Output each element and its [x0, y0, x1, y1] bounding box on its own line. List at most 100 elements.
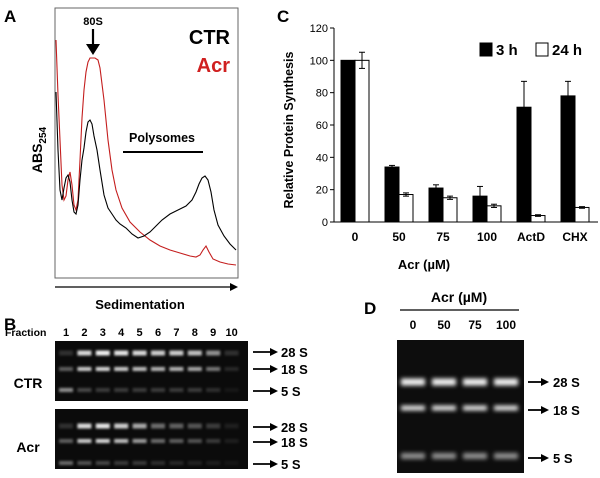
fraction-number: 4 — [118, 327, 125, 339]
gel-band — [206, 461, 221, 465]
gel-band — [151, 423, 165, 429]
acr-band-markers: 28 S 18 S 5 S — [253, 420, 308, 472]
gel-band — [95, 388, 110, 392]
lane-labels: 0 50 75 100 — [410, 318, 517, 332]
fraction-number: 1 — [63, 327, 69, 339]
panel-d-letter: D — [364, 299, 376, 318]
fraction-number: 3 — [100, 327, 106, 339]
gel-band — [59, 367, 73, 371]
legend-swatch — [535, 42, 549, 57]
bar-24h — [442, 197, 458, 223]
fraction-number: 8 — [192, 327, 198, 339]
fraction-number: 2 — [81, 327, 87, 339]
gel-band — [77, 423, 92, 429]
gel-band — [187, 423, 202, 429]
gel-band — [169, 439, 184, 443]
gel-band — [132, 461, 147, 465]
chart-x-axis-label: Acr (µM) — [398, 257, 450, 272]
x-tick-label: 100 — [477, 230, 497, 244]
bar-24h — [486, 205, 502, 223]
gel-band — [114, 423, 129, 429]
panel-a: A 80S Polysomes CTR Acr ABS254 Sedimenta… — [4, 7, 239, 312]
ctr-28s-label: 28 S — [281, 345, 308, 360]
arrow-icon — [270, 423, 278, 431]
gel-band — [59, 388, 73, 392]
bar-chart: 0 20 40 60 80 100 120 0 50 75 100 ActD CHX 3 h 24 h — [310, 23, 598, 244]
x-tick-label: 50 — [392, 230, 406, 244]
lane-label: 0 — [410, 318, 417, 332]
gel-band — [187, 461, 202, 465]
gel-band — [114, 367, 129, 371]
sedimentation-arrow-head-icon — [230, 283, 238, 291]
gel-band — [77, 367, 92, 371]
gel-band — [169, 350, 184, 356]
legend-acr: Acr — [197, 55, 231, 77]
ctr-trace — [55, 91, 237, 251]
fraction-number: 5 — [137, 327, 143, 339]
gel-band — [59, 423, 73, 429]
arrow-icon — [270, 460, 278, 468]
gel-band — [95, 350, 110, 356]
gel-band — [114, 350, 129, 356]
gel-band — [77, 350, 92, 356]
acr-trace — [55, 39, 237, 266]
gel-band — [494, 405, 518, 411]
gel-band — [401, 453, 425, 459]
x-tick-label: 75 — [436, 230, 450, 244]
gel-band — [494, 378, 518, 386]
y-tick-label: 60 — [316, 120, 328, 132]
y-tick-label: 80 — [316, 88, 328, 100]
gel-band — [206, 388, 221, 392]
panel-b-letter: B — [4, 315, 16, 334]
gel-band — [114, 461, 129, 465]
y-tick-label: 20 — [316, 185, 328, 197]
bar-24h — [574, 206, 590, 223]
d-5s-label: 5 S — [553, 451, 573, 466]
gel-band — [187, 367, 202, 371]
gel-band — [224, 350, 239, 356]
gel-band — [432, 453, 456, 459]
chart-y-axis-label: Relative Protein Synthesis — [282, 51, 296, 208]
ctr-18s-label: 18 S — [281, 362, 308, 377]
acr-gel-bands — [59, 423, 239, 465]
fraction-numbers: 1 2 3 4 5 6 7 8 9 10 — [63, 327, 238, 339]
gel-band — [132, 350, 147, 356]
panel-d: D Acr (µM) 0 50 75 100 28 S 18 S 5 S — [364, 289, 580, 473]
gel-band — [206, 367, 221, 371]
peak-80s-label: 80S — [83, 16, 103, 28]
gel-band — [132, 367, 147, 371]
gel-band — [463, 378, 487, 386]
legend-swatch — [479, 42, 493, 57]
gel-band — [463, 453, 487, 459]
gel-band — [95, 439, 110, 443]
fraction-number: 9 — [210, 327, 216, 339]
bar-3h — [560, 95, 576, 223]
gel-band — [95, 423, 110, 429]
gel-band — [401, 405, 425, 411]
gel-band — [151, 367, 165, 371]
gel-band — [401, 378, 425, 386]
x-tick-label: 0 — [352, 230, 359, 244]
arrow-icon — [270, 365, 278, 373]
gel-band — [151, 388, 165, 392]
x-tick-label: CHX — [562, 230, 587, 244]
bar-24h — [398, 194, 414, 223]
fraction-number: 10 — [225, 327, 237, 339]
gel-band — [187, 388, 202, 392]
gel-band — [114, 439, 129, 443]
arrow-icon — [270, 387, 278, 395]
y-tick-label: 0 — [322, 217, 328, 229]
gel-band — [77, 461, 92, 465]
gel-band — [132, 423, 147, 429]
arrow-icon — [541, 406, 549, 414]
bar-3h — [428, 187, 444, 223]
arrow-icon — [270, 438, 278, 446]
ctr-band-markers: 28 S 18 S 5 S — [253, 345, 308, 399]
gel-band — [95, 367, 110, 371]
acr-5s-label: 5 S — [281, 457, 301, 472]
gel-band — [206, 423, 221, 429]
fraction-number: 6 — [155, 327, 161, 339]
panel-c-letter: C — [277, 7, 289, 26]
gel-band — [59, 461, 73, 465]
